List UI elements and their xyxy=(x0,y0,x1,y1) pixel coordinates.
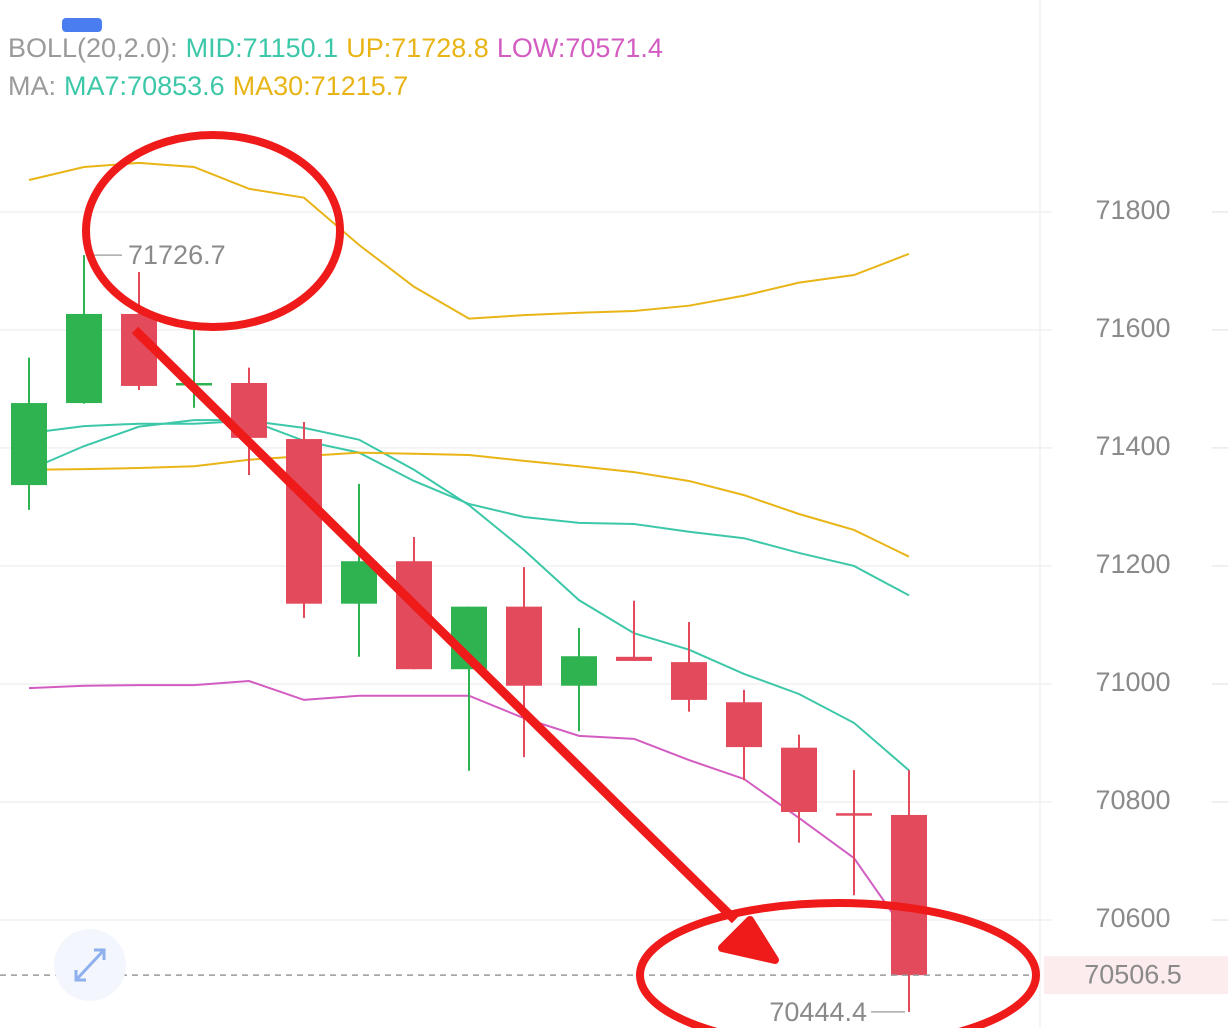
trend-arrow xyxy=(131,326,739,924)
legend-value: 71728.8 xyxy=(391,33,489,63)
candle-body xyxy=(726,702,762,748)
candle-body xyxy=(11,403,47,486)
legend-title: MA: xyxy=(8,71,56,101)
grid-layer xyxy=(0,211,1228,921)
candle-body xyxy=(836,813,872,816)
candles-layer xyxy=(11,255,927,1012)
indicator-line xyxy=(28,451,910,558)
legend-row: MA: MA7:70853.6 MA30:71215.7 xyxy=(8,71,408,101)
legend-title: BOLL(20,2.0): xyxy=(8,33,178,63)
legend-value: 70853.6 xyxy=(127,71,225,101)
last-price-label: 70506.5 xyxy=(1084,959,1182,989)
y-tick-label: 70800 xyxy=(1095,785,1170,815)
candle-body xyxy=(561,656,597,686)
candle-body xyxy=(506,606,542,686)
legend-row: BOLL(20,2.0): MID:71150.1 UP:71728.8 LOW:70… xyxy=(8,33,663,63)
y-tick-label: 70600 xyxy=(1095,903,1170,933)
y-tick-label: 71800 xyxy=(1095,195,1170,225)
expand-icon xyxy=(74,948,106,982)
legend-name: UP: xyxy=(346,33,391,63)
low-label: 70444.4 xyxy=(769,997,867,1027)
y-tick-label: 71600 xyxy=(1095,313,1170,343)
candle-body xyxy=(616,656,652,661)
indicator-line xyxy=(28,161,910,320)
legend-value: 71215.7 xyxy=(311,71,409,101)
lines-layer xyxy=(28,161,910,938)
tab-indicator xyxy=(62,18,102,32)
candle-body xyxy=(66,313,102,404)
labels-layer: 70600 70800 71000 71200 71400 71600 71800 71726… xyxy=(0,195,1228,1027)
high-label: 71726.7 xyxy=(128,240,226,270)
legend-value: 70571.4 xyxy=(565,33,663,63)
y-tick-label: 71000 xyxy=(1095,667,1170,697)
candle-body xyxy=(891,814,927,976)
legend-name: MA30: xyxy=(233,71,311,101)
last-price-box xyxy=(1044,956,1228,995)
candle-body xyxy=(286,439,322,604)
arrow-head xyxy=(718,916,779,964)
highlight-ellipse xyxy=(82,131,344,331)
legend-name: MID: xyxy=(186,33,243,63)
candle-body xyxy=(781,747,817,813)
candle-body xyxy=(671,662,707,700)
highlight-ellipse xyxy=(636,899,1040,1028)
legend-name: MA7: xyxy=(64,71,127,101)
legend-name: LOW: xyxy=(497,33,566,63)
legend-value: 71150.1 xyxy=(243,33,339,63)
y-tick-label: 71400 xyxy=(1095,431,1170,461)
indicator-line xyxy=(28,419,910,597)
indicator-line xyxy=(28,419,910,772)
y-tick-label: 71200 xyxy=(1095,549,1170,579)
